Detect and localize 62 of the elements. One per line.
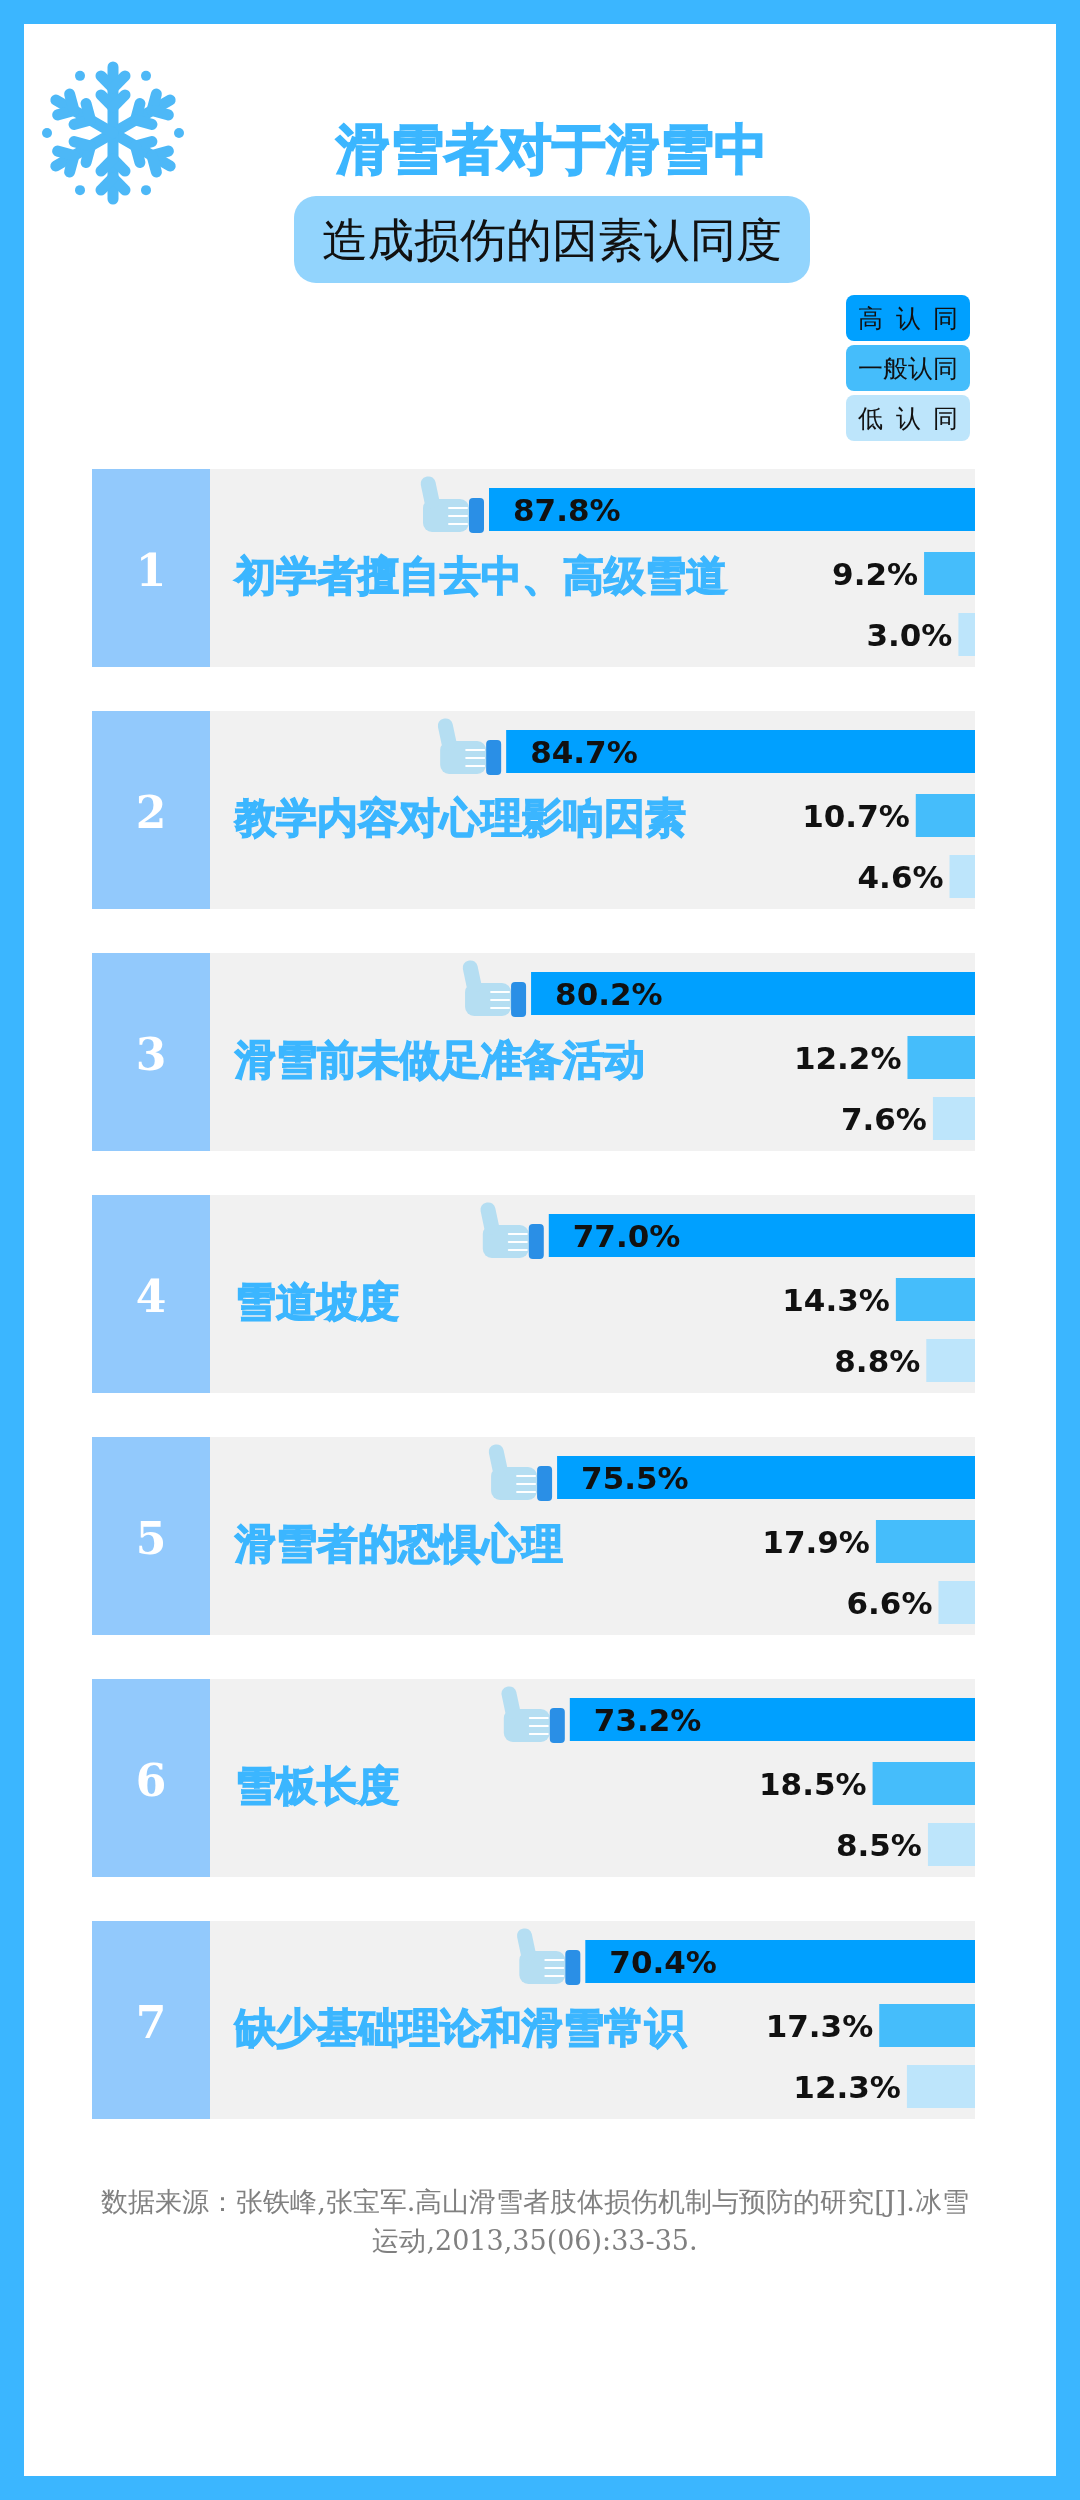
- bar: [924, 552, 975, 595]
- bar: [949, 855, 975, 898]
- data-label: 73.2%: [593, 1701, 702, 1738]
- bar: [548, 1214, 975, 1257]
- chart-title: 滑雪者对于滑雪中: [335, 118, 768, 181]
- data-label: 17.3%: [765, 2007, 874, 2044]
- text: 4: [135, 1271, 167, 1322]
- data-label: 6.6%: [846, 1584, 933, 1621]
- data-label: 17.9%: [762, 1523, 870, 1560]
- bar: [927, 1823, 975, 1866]
- bar: [531, 972, 975, 1015]
- y-tick-label: 教学内容对心理影响因素: [234, 794, 686, 842]
- data-label: 4.6%: [857, 858, 944, 895]
- data-label: 7.6%: [840, 1100, 927, 1137]
- data-label: 8.8%: [834, 1342, 921, 1379]
- source-note: 数据来源：张铁峰,张宝军.高山滑雪者肢体损伤机制与预防的研究[J].冰雪运动,2013,35(06):33-35.: [101, 2186, 969, 2256]
- y-tick-label: 滑雪前未做足准备活动: [234, 1036, 645, 1084]
- bar: [569, 1698, 975, 1741]
- y-tick-label: 雪板长度: [235, 1762, 399, 1810]
- text: 2: [135, 787, 167, 838]
- bar: [958, 613, 975, 656]
- bar: [557, 1456, 975, 1499]
- data-label: 70.4%: [609, 1943, 717, 1980]
- data-label: 12.3%: [793, 2068, 901, 2105]
- bar: [907, 1036, 975, 1079]
- text: 一般认同: [858, 354, 958, 383]
- data-label: 8.5%: [835, 1826, 922, 1863]
- y-tick-label: 雪道坡度: [235, 1278, 399, 1326]
- y-tick-label: 缺少基础理论和滑雪常识: [234, 2004, 687, 2052]
- data-label: 87.8%: [513, 491, 621, 528]
- data-label: 14.3%: [782, 1281, 890, 1318]
- data-label: 12.2%: [793, 1039, 902, 1076]
- bar: [915, 794, 975, 837]
- bar: [926, 1339, 975, 1382]
- text: 7: [135, 1997, 167, 2048]
- text: 高认同: [858, 304, 958, 333]
- text: 6: [135, 1755, 167, 1806]
- bar: [875, 1520, 975, 1563]
- data-label: 9.2%: [832, 555, 919, 592]
- data-label: 75.5%: [581, 1459, 689, 1496]
- data-label: 18.5%: [759, 1765, 867, 1802]
- data-label: 10.7%: [802, 797, 910, 834]
- bar: [938, 1581, 975, 1624]
- bar: [906, 2065, 975, 2108]
- y-tick-label: 初学者擅自去中、高级雪道: [233, 552, 727, 600]
- data-label: 80.2%: [555, 975, 663, 1012]
- bar: [506, 730, 975, 773]
- data-label: 84.7%: [530, 733, 638, 770]
- data-label: 3.0%: [866, 616, 953, 653]
- bar: [489, 488, 975, 531]
- bar: [895, 1278, 975, 1321]
- bar: [872, 1762, 975, 1805]
- text: 3: [135, 1029, 167, 1080]
- bar: [879, 2004, 975, 2047]
- bar: [932, 1097, 975, 1140]
- bar: [585, 1940, 975, 1983]
- y-tick-label: 滑雪者的恐惧心理: [234, 1520, 563, 1568]
- text: 1: [135, 545, 167, 596]
- text: 低认同: [858, 404, 958, 433]
- chart-subtitle: 造成损伤的因素认同度: [322, 213, 782, 267]
- text: 5: [135, 1513, 167, 1564]
- data-label: 77.0%: [572, 1217, 681, 1254]
